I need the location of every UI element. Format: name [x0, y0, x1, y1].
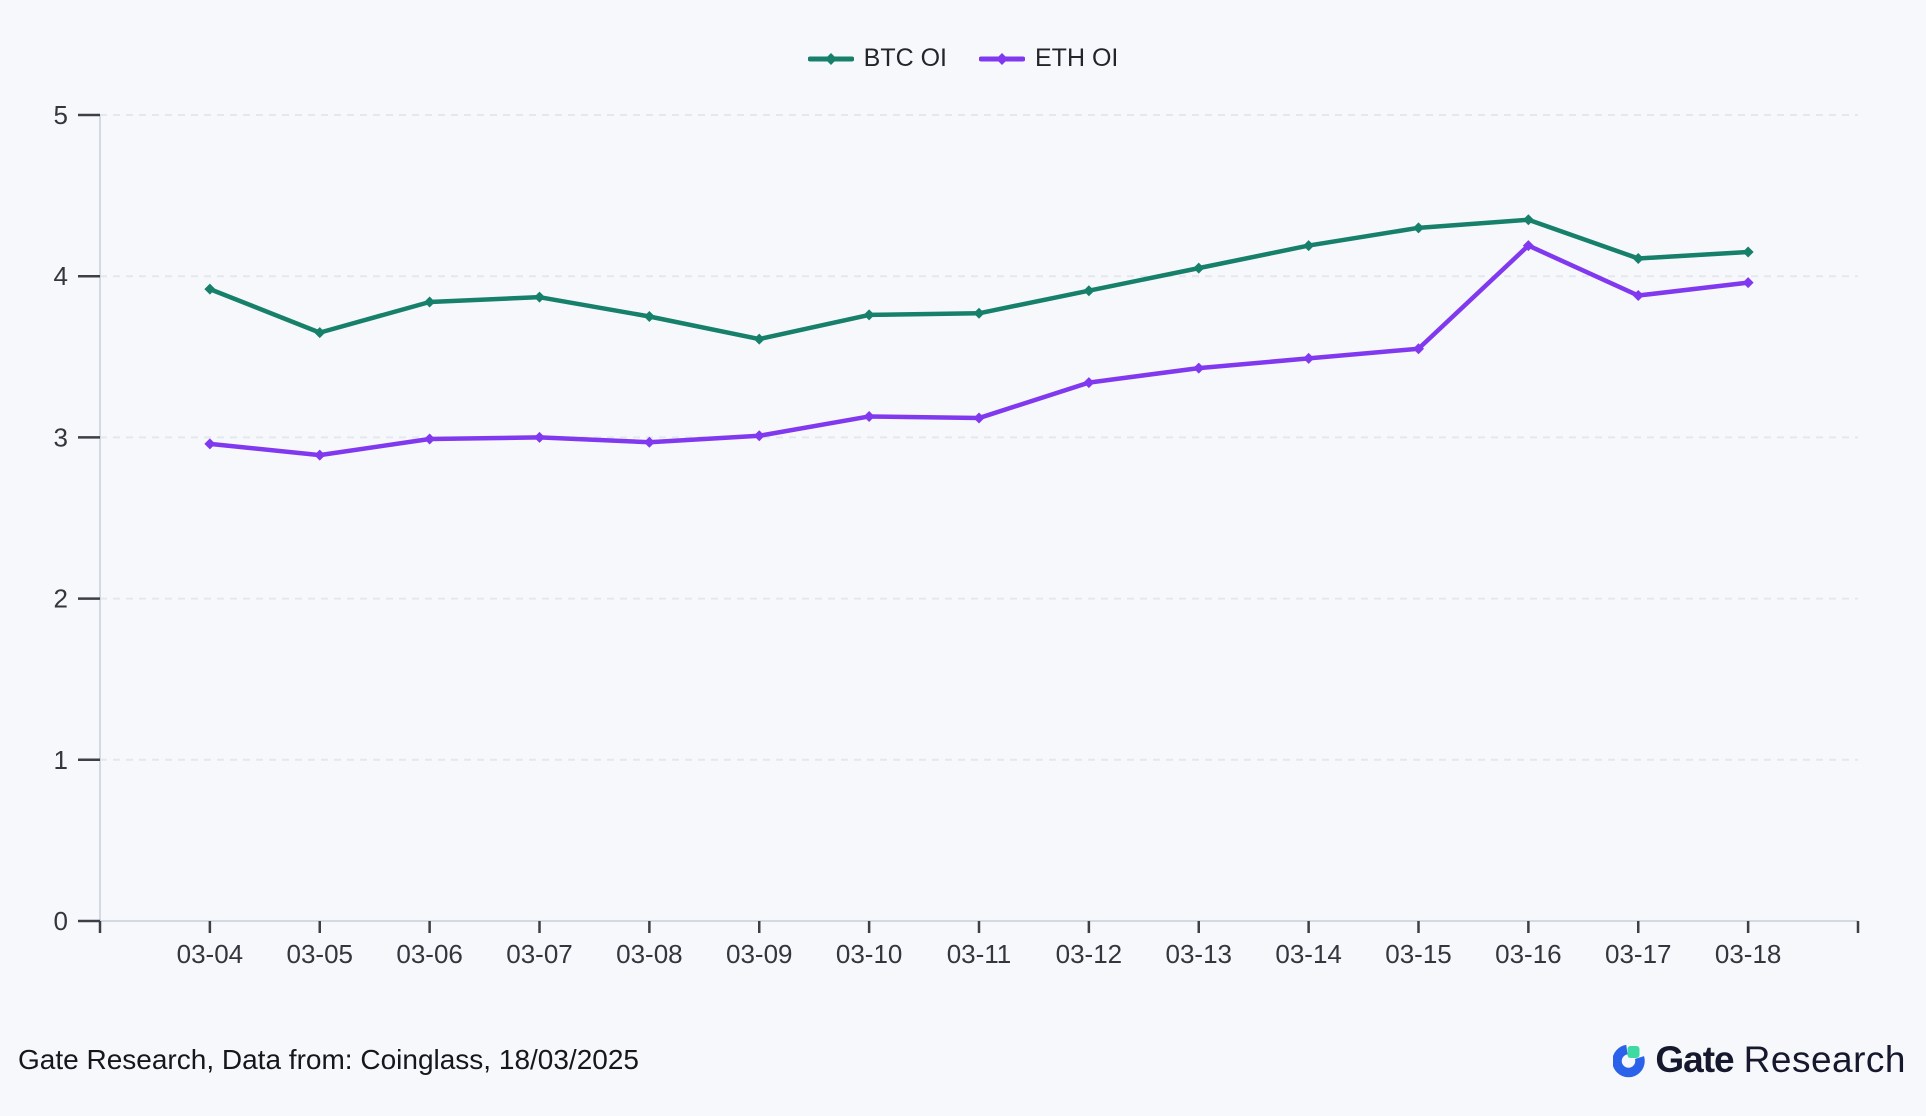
btc-oi-data-point: [643, 311, 655, 322]
eth-oi-data-point: [973, 412, 985, 424]
x-axis-label: 03-17: [1605, 939, 1672, 969]
btc-oi-data-point: [204, 283, 216, 295]
legend-label: ETH OI: [1035, 44, 1119, 72]
eth-oi-data-point: [1193, 362, 1205, 374]
x-axis-label: 03-08: [616, 939, 683, 969]
btc-oi-line: [207, 217, 1751, 342]
x-axis-label: 03-06: [396, 939, 463, 969]
btc-oi-data-point: [1193, 262, 1205, 274]
btc-oi-data-point: [753, 333, 765, 345]
eth-oi-data-point: [1522, 240, 1534, 252]
gate-research-logo: Gate Research: [1613, 1039, 1906, 1081]
x-axis-label: 03-14: [1275, 939, 1342, 969]
x-axis-label: 03-16: [1495, 939, 1562, 969]
y-axis-label: 5: [54, 100, 68, 130]
btc-line-legend-icon: [807, 52, 854, 65]
x-axis-label: 03-04: [177, 939, 244, 969]
eth-line-legend-icon: [979, 52, 1025, 65]
x-axis-label: 03-15: [1385, 939, 1452, 969]
btc-oi-data-point: [1083, 285, 1095, 297]
x-axis-label: 03-18: [1715, 939, 1782, 969]
btc-oi-data-point: [1522, 214, 1534, 226]
x-axis-label: 03-07: [506, 939, 573, 969]
btc-oi-data-point: [1742, 246, 1754, 258]
eth-oi-data-point: [1742, 277, 1754, 289]
eth-oi-data-point: [753, 430, 765, 442]
y-axis-label: 1: [54, 745, 68, 775]
x-axis-label: 03-09: [726, 939, 793, 969]
btc-oi-data-point: [863, 309, 875, 321]
legend-label: BTC OI: [863, 44, 947, 72]
y-axis-label: 4: [54, 261, 68, 291]
x-axis-label: 03-11: [947, 939, 1012, 969]
x-axis-label: 03-10: [836, 939, 903, 969]
eth-oi-data-point: [1303, 352, 1315, 364]
logo-brand-text: Gate: [1655, 1039, 1734, 1080]
btc-oi-data-point: [1632, 252, 1644, 264]
y-axis-label: 3: [54, 422, 68, 452]
btc-oi-data-point: [973, 307, 985, 319]
legend-item-btc-oi[interactable]: BTC OI: [807, 44, 947, 73]
source-note: Gate Research, Data from: Coinglass, 18/…: [18, 1044, 640, 1075]
eth-oi-data-point: [1632, 290, 1644, 302]
y-axis-label: 0: [54, 906, 68, 936]
eth-oi-data-point: [863, 410, 875, 422]
btc-oi-data-point: [1303, 240, 1315, 252]
eth-oi-data-point: [1083, 377, 1095, 389]
line-chart-canvas: 0 1 2 3 4 5 03-04 03-05 03-06 03-07 03-08 03-09 03-1…: [54, 100, 1860, 969]
eth-oi-data-point: [204, 438, 216, 450]
x-axis-label: 03-05: [287, 939, 354, 969]
logo-suffix-text: Research: [1743, 1039, 1906, 1080]
eth-oi-data-point: [424, 433, 436, 445]
eth-oi-data-point: [1413, 343, 1424, 355]
chart-legend: BTC OI ETH OI: [0, 44, 1926, 73]
eth-oi-data-point: [534, 431, 545, 443]
x-axis-label: 03-13: [1166, 939, 1233, 969]
y-axis-label: 2: [54, 584, 68, 614]
footer: Gate Research, Data from: Coinglass, 18/…: [18, 1036, 1906, 1084]
btc-oi-data-point: [424, 296, 436, 308]
btc-oi-data-point: [534, 291, 545, 303]
gate-logo-icon: [1613, 1044, 1646, 1078]
legend-item-eth-oi[interactable]: ETH OI: [979, 44, 1118, 73]
btc-oi-data-point: [314, 327, 326, 339]
x-axis-label: 03-12: [1056, 939, 1123, 969]
eth-oi-data-point: [314, 449, 326, 461]
eth-oi-data-point: [643, 436, 655, 448]
btc-oi-data-point: [1413, 222, 1424, 234]
